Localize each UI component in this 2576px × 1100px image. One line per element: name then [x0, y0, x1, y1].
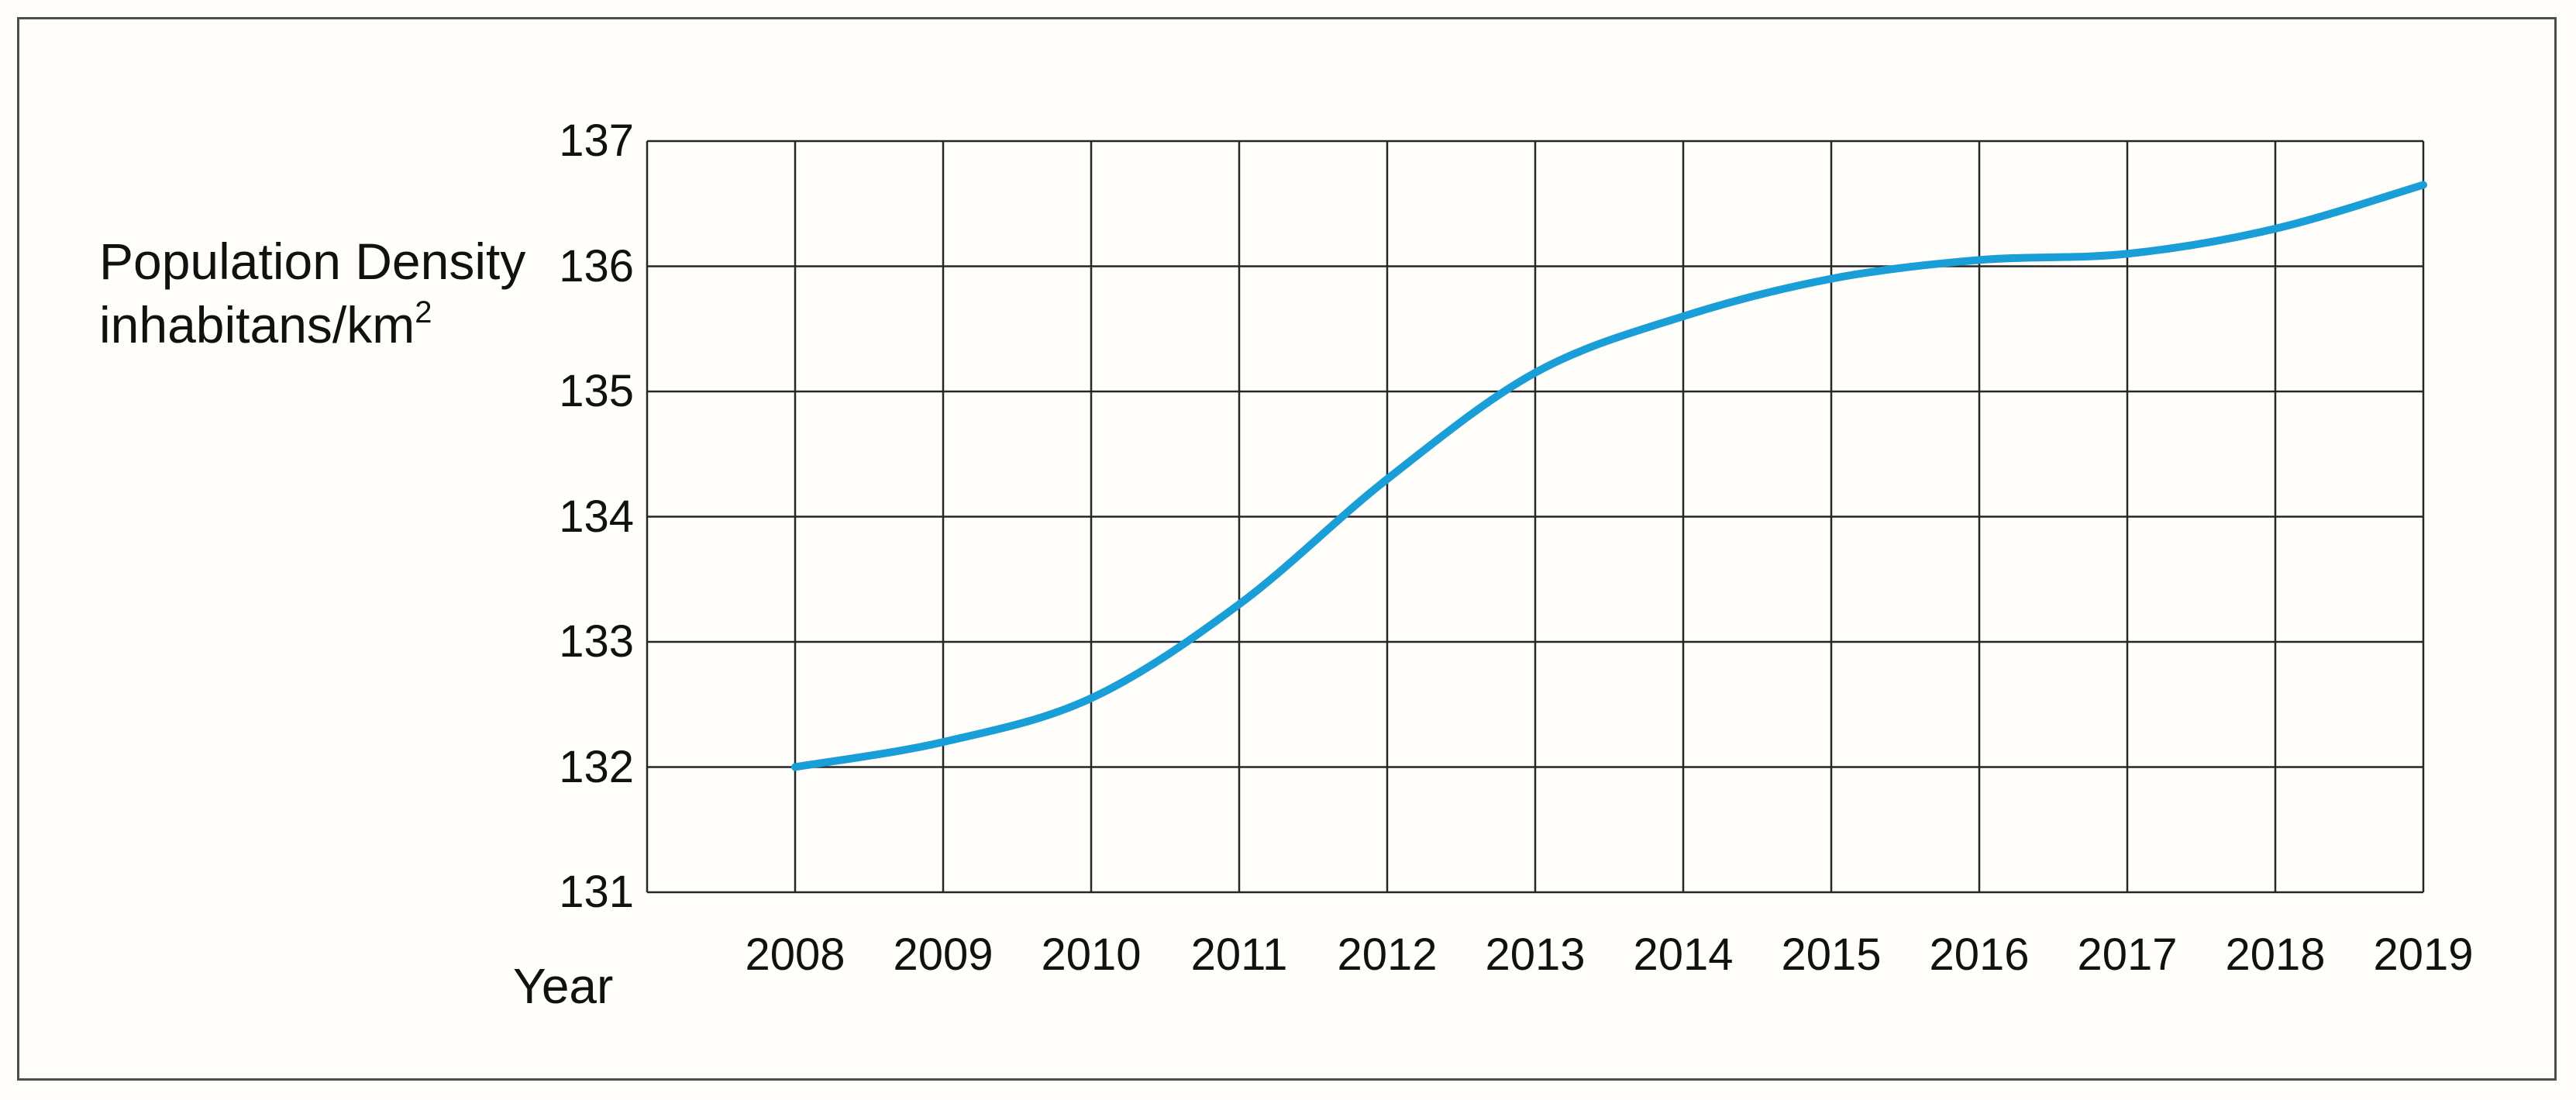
- y-axis-title-line2: inhabitans/km2: [99, 293, 525, 364]
- x-tick-label: 2013: [1485, 929, 1586, 980]
- x-tick-label: 2019: [2373, 929, 2474, 980]
- y-tick-label: 134: [559, 491, 634, 542]
- x-tick-label: 2010: [1041, 929, 1142, 980]
- y-tick-label: 137: [559, 116, 634, 166]
- x-tick-label: 2012: [1337, 929, 1438, 980]
- outer-frame: [17, 17, 2557, 1081]
- y-tick-label: 135: [559, 366, 634, 416]
- x-tick-label: 2011: [1190, 929, 1288, 980]
- population-density-line: [791, 181, 2427, 771]
- y-axis-title-line1: Population Density: [99, 233, 526, 290]
- x-tick-label: 2016: [1929, 929, 2030, 980]
- x-tick-label: 2018: [2225, 929, 2326, 980]
- x-tick-label: 2014: [1633, 929, 1734, 980]
- y-axis-title: Population Density inhabitans/km2: [99, 229, 525, 364]
- x-tick-label: 2017: [2077, 929, 2178, 980]
- x-tick-label: 2008: [745, 929, 845, 980]
- y-tick-label: 131: [559, 867, 634, 917]
- y-tick-label: 133: [559, 616, 634, 667]
- x-axis-title: Year: [513, 958, 614, 1014]
- x-tick-label: 2015: [1781, 929, 1882, 980]
- y-axis-title-unit: inhabitans/km: [99, 296, 415, 353]
- y-axis-title-superscript: 2: [415, 295, 432, 329]
- x-tick-label: 2009: [893, 929, 994, 980]
- y-tick-label: 132: [559, 741, 634, 792]
- y-tick-label: 136: [559, 240, 634, 291]
